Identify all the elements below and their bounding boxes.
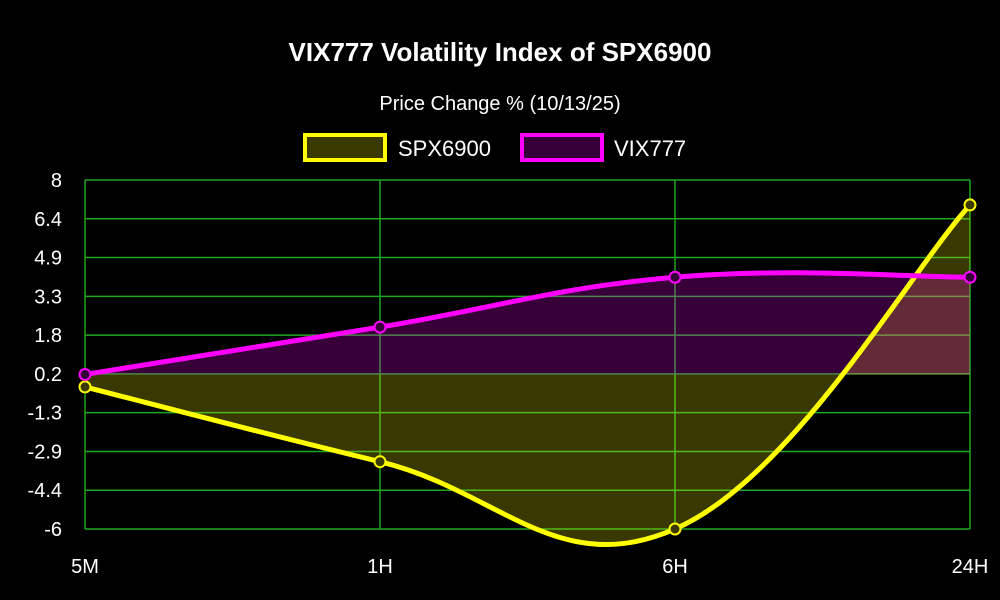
x-axis-ticks: 5M 1H 6H 24H [71, 556, 988, 578]
x-tick-label: 1H [367, 556, 393, 578]
grid [84, 179, 971, 530]
legend: SPX6900 VIX777 [303, 133, 686, 162]
y-tick-label: -2.9 [28, 441, 62, 463]
legend-label-spx6900[interactable]: SPX6900 [398, 136, 491, 161]
y-tick-label: 8 [51, 170, 62, 192]
series-fills [85, 204, 970, 545]
data-point-vix777[interactable] [668, 270, 682, 284]
series-line-spx6900 [82, 202, 973, 548]
legend-swatch-vix777[interactable] [520, 133, 604, 162]
chart-title: VIX777 Volatility Index of SPX6900 [289, 37, 712, 67]
data-point-vix777[interactable] [78, 367, 92, 381]
data-point-vix777[interactable] [373, 320, 387, 334]
data-point-vix777[interactable] [963, 270, 977, 284]
y-tick-label: 4.9 [34, 248, 62, 270]
data-point-spx6900[interactable] [963, 198, 977, 212]
y-tick-label: 1.8 [34, 325, 62, 347]
data-point-spx6900[interactable] [668, 522, 682, 536]
series-area-vix777 [85, 272, 970, 375]
y-tick-label: -6 [44, 519, 62, 541]
x-tick-label: 6H [662, 556, 688, 578]
y-axis-ticks: 8 6.4 4.9 3.3 1.8 0.2 -1.3 -2.9 -4.4 -6 [28, 170, 62, 541]
y-tick-label: 0.2 [34, 364, 62, 386]
legend-label-vix777[interactable]: VIX777 [614, 136, 686, 161]
legend-swatch-spx6900[interactable] [303, 133, 387, 162]
data-point-spx6900[interactable] [373, 455, 387, 469]
series-area-spx6900 [85, 204, 970, 545]
series-lines [82, 202, 973, 548]
data-point-spx6900[interactable] [78, 380, 92, 394]
y-tick-label: 6.4 [34, 209, 62, 231]
chart-subtitle: Price Change % (10/13/25) [379, 93, 620, 115]
y-tick-label: 3.3 [34, 286, 62, 308]
x-tick-label: 24H [952, 556, 989, 578]
y-tick-label: -4.4 [28, 480, 62, 502]
x-tick-label: 5M [71, 556, 99, 578]
y-tick-label: -1.3 [28, 403, 62, 425]
series-line-vix777 [82, 270, 973, 377]
series-points [78, 198, 977, 536]
